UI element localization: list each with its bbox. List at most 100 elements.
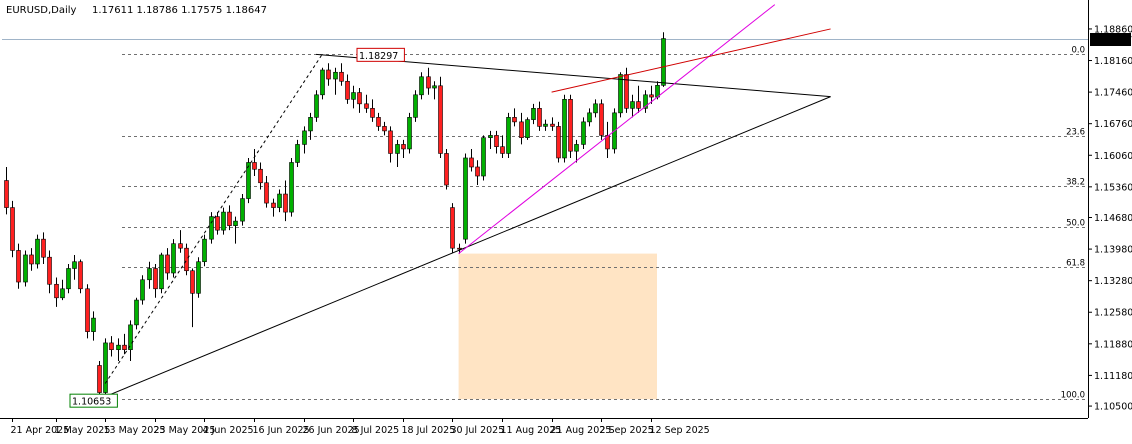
candle[interactable] — [587, 108, 592, 127]
candle[interactable] — [438, 76, 443, 158]
candle[interactable] — [271, 198, 276, 217]
candle[interactable] — [494, 130, 499, 154]
candle[interactable] — [29, 248, 34, 271]
candle[interactable] — [16, 243, 21, 289]
candle[interactable] — [488, 130, 493, 149]
candle[interactable] — [60, 279, 65, 301]
candle[interactable] — [599, 99, 604, 140]
candle[interactable] — [116, 338, 121, 361]
candle[interactable] — [47, 250, 52, 294]
candle[interactable] — [630, 94, 635, 118]
candle[interactable] — [171, 239, 176, 278]
candle[interactable] — [525, 117, 530, 140]
candle[interactable] — [333, 67, 338, 95]
candle[interactable] — [277, 189, 282, 213]
candle[interactable] — [153, 263, 158, 298]
candle[interactable] — [178, 230, 183, 253]
candle[interactable] — [364, 94, 369, 113]
candle[interactable] — [258, 162, 263, 190]
candle[interactable] — [103, 338, 108, 398]
candle[interactable] — [550, 117, 555, 131]
candle[interactable] — [35, 234, 40, 269]
candle[interactable] — [463, 153, 468, 244]
trendline-channel-top[interactable] — [551, 28, 831, 93]
candle[interactable] — [85, 284, 90, 339]
candle[interactable] — [252, 148, 257, 177]
candle[interactable] — [574, 139, 579, 163]
candle[interactable] — [531, 103, 536, 125]
candle[interactable] — [109, 336, 114, 357]
candle[interactable] — [302, 126, 307, 154]
candle[interactable] — [543, 119, 548, 131]
candle[interactable] — [320, 67, 325, 100]
candle[interactable] — [426, 67, 431, 95]
candle[interactable] — [240, 194, 245, 226]
candle[interactable] — [4, 166, 9, 215]
candle[interactable] — [432, 81, 437, 100]
candle[interactable] — [97, 360, 102, 400]
candle[interactable] — [134, 297, 139, 330]
candle[interactable] — [91, 311, 96, 341]
candle[interactable] — [351, 85, 356, 109]
candle[interactable] — [413, 90, 418, 122]
candle[interactable] — [140, 275, 145, 305]
candle[interactable] — [388, 126, 393, 163]
candle[interactable] — [147, 261, 152, 289]
candle[interactable] — [512, 108, 517, 127]
candle[interactable] — [72, 254, 77, 280]
candle[interactable] — [289, 157, 294, 217]
candle[interactable] — [475, 160, 480, 186]
candle[interactable] — [202, 234, 207, 267]
candle[interactable] — [10, 200, 15, 258]
candle[interactable] — [407, 112, 412, 154]
candle[interactable] — [481, 135, 486, 181]
candle[interactable] — [66, 263, 71, 294]
candle[interactable] — [500, 135, 505, 158]
candle[interactable] — [519, 112, 524, 145]
candle[interactable] — [122, 333, 127, 355]
candle[interactable] — [562, 94, 567, 163]
candle[interactable] — [636, 85, 641, 113]
candle[interactable] — [382, 121, 387, 136]
candle[interactable] — [283, 180, 288, 222]
candle[interactable] — [184, 243, 189, 276]
candle[interactable] — [661, 32, 666, 87]
candle[interactable] — [196, 257, 201, 298]
candle[interactable] — [78, 259, 83, 294]
candle[interactable] — [537, 101, 542, 131]
candle[interactable] — [326, 63, 331, 86]
candle[interactable] — [295, 139, 300, 167]
candle[interactable] — [246, 157, 251, 204]
candle[interactable] — [376, 112, 381, 131]
candle[interactable] — [165, 248, 170, 280]
candle[interactable] — [314, 90, 319, 122]
candle[interactable] — [54, 277, 59, 307]
candle[interactable] — [469, 148, 474, 172]
candle[interactable] — [190, 268, 195, 328]
candle[interactable] — [643, 90, 648, 113]
candle[interactable] — [227, 205, 232, 231]
candle[interactable] — [556, 121, 561, 163]
candle[interactable] — [370, 99, 375, 122]
candle[interactable] — [605, 121, 610, 158]
candle[interactable] — [444, 148, 449, 190]
candle[interactable] — [209, 212, 214, 244]
candle[interactable] — [339, 63, 344, 86]
candle[interactable] — [264, 176, 269, 208]
candle[interactable] — [568, 94, 573, 158]
candle[interactable] — [345, 74, 350, 104]
candle[interactable] — [593, 99, 598, 118]
trendline-rising-support[interactable] — [458, 4, 776, 254]
candle[interactable] — [457, 243, 462, 254]
candle[interactable] — [221, 207, 226, 235]
candle[interactable] — [308, 112, 313, 140]
candle[interactable] — [395, 139, 400, 167]
trendline-support[interactable] — [98, 96, 831, 400]
candle[interactable] — [159, 252, 164, 294]
candle[interactable] — [233, 216, 238, 244]
candle[interactable] — [450, 203, 455, 253]
candle[interactable] — [581, 117, 586, 149]
candle[interactable] — [23, 250, 28, 287]
